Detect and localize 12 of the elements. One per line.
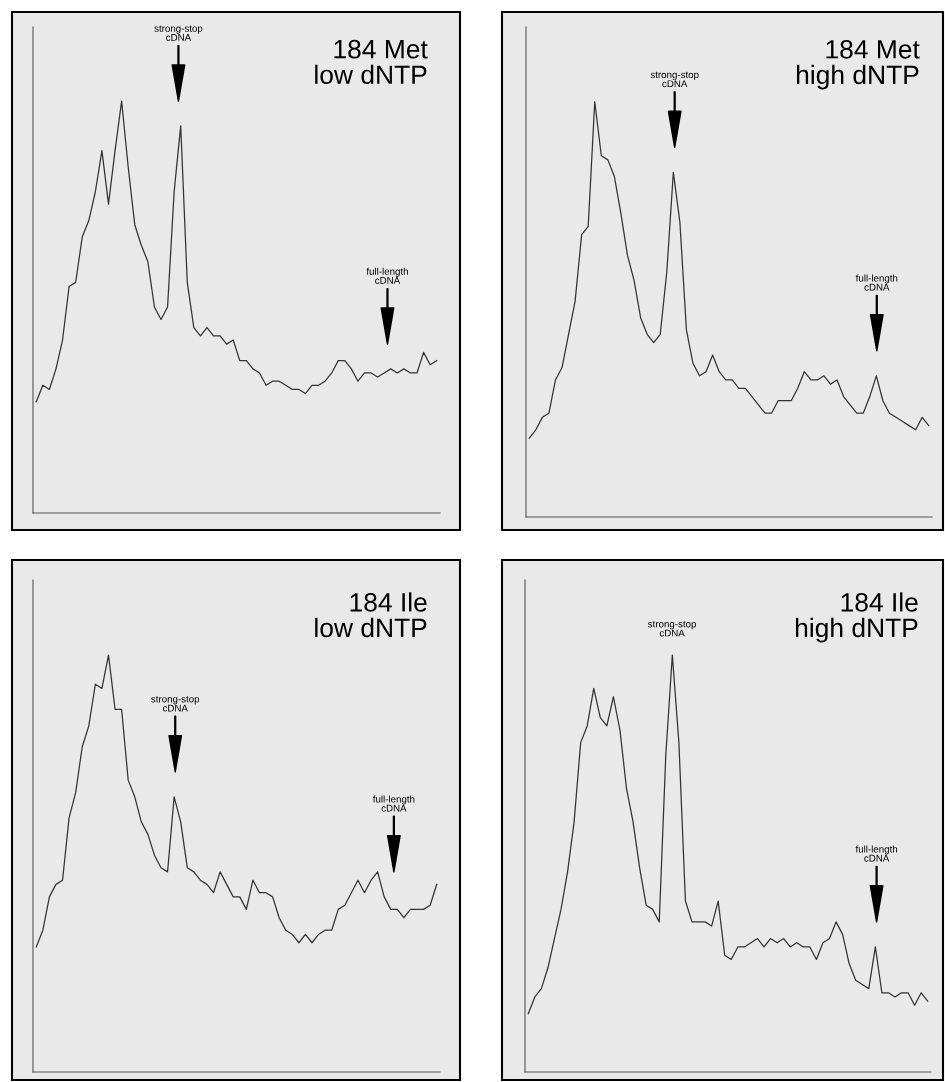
annotation: strong-stop cDNA	[151, 696, 200, 712]
annotation: full-length cDNA	[372, 795, 415, 812]
chart-title: 184 Ile low dNTP	[315, 592, 427, 638]
annotation: full-length cDNA	[855, 845, 898, 862]
chart-title: 184 Met low dNTP	[315, 39, 428, 85]
chart-title: 184 Met high dNTP	[796, 39, 920, 90]
annotation: full-length cDNA	[366, 267, 408, 284]
annotation: full-length cDNA	[855, 274, 898, 291]
text: strong-stop cDNA	[154, 25, 203, 41]
text: strong-stop cDNA	[648, 621, 696, 637]
chart-title: 184 Ile high dNTP	[795, 592, 918, 643]
text: strong-stop cDNA	[650, 71, 699, 88]
